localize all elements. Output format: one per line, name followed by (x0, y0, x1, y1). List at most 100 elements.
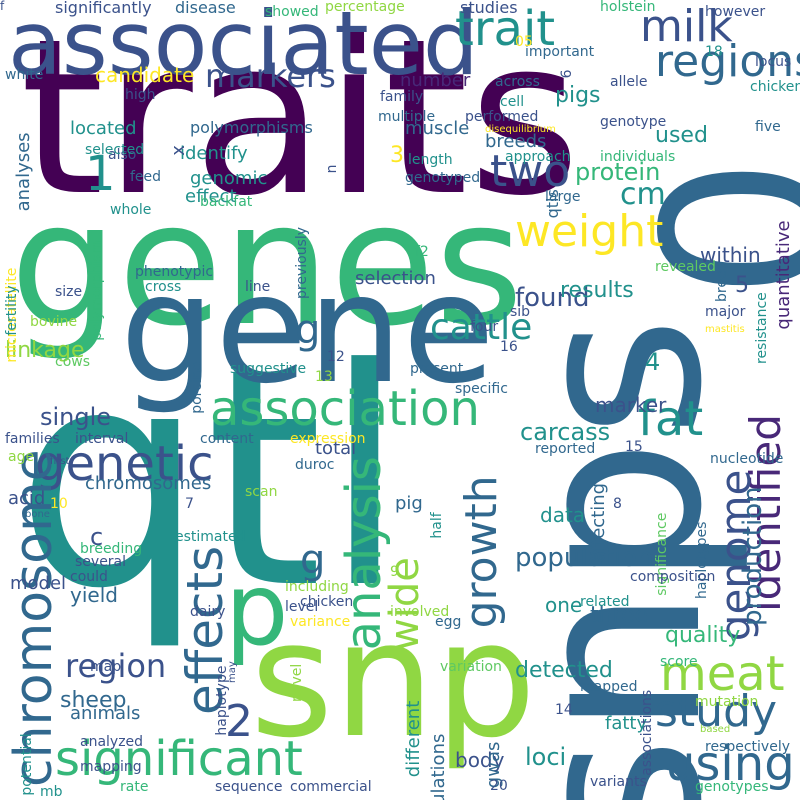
word: sequence (215, 779, 283, 795)
word: total (315, 438, 357, 459)
word: g (300, 537, 326, 583)
word: growth (456, 475, 507, 629)
word: p (225, 551, 289, 668)
word: related (580, 594, 630, 610)
word: mapping (80, 759, 142, 775)
word: families (5, 431, 60, 447)
word: affecting (588, 482, 609, 563)
word: muscle (405, 118, 470, 139)
word: 12 (327, 349, 345, 365)
word: mb (40, 784, 63, 800)
word: single (40, 403, 112, 431)
word: across (495, 74, 540, 90)
word: snp (250, 586, 537, 773)
word: protein (575, 158, 661, 186)
word: population (515, 543, 654, 573)
word: regions (655, 36, 800, 87)
word: effect (185, 186, 237, 207)
word: age (8, 449, 35, 465)
word: mutation (695, 694, 759, 710)
word: duroc (295, 457, 335, 473)
word: disequilibrium (485, 124, 556, 135)
word: four (470, 319, 499, 335)
word: percentage (325, 0, 405, 15)
word: 05 (515, 34, 533, 50)
word: genotypes (695, 779, 769, 795)
word: fat (638, 391, 704, 447)
word: model (10, 573, 67, 594)
word: line (245, 279, 271, 295)
word: nucleotide (710, 451, 784, 467)
word: c (90, 523, 104, 551)
word: genotyped (405, 170, 481, 186)
word: qtl (15, 305, 407, 654)
word: whole (110, 202, 152, 218)
word: based (700, 724, 731, 735)
word: locus (755, 54, 792, 70)
word: respectively (705, 739, 791, 755)
word: half (429, 512, 445, 539)
word: 18 (705, 44, 723, 60)
word: chickens (750, 79, 800, 95)
word: region (65, 647, 167, 685)
word: 20 (490, 778, 508, 794)
word: mastitis (705, 324, 745, 335)
word: 13 (315, 369, 333, 385)
word: chicken (300, 594, 354, 610)
word: feed (130, 169, 162, 185)
word: cross (145, 279, 182, 295)
word: may (227, 661, 238, 683)
word: important (525, 44, 595, 60)
word: results (560, 278, 634, 303)
word: fatty (605, 713, 648, 734)
word: cm (620, 177, 666, 212)
word: novel (289, 663, 305, 702)
word: cattle (430, 307, 533, 348)
word: present (410, 361, 464, 377)
word: involved (390, 604, 450, 620)
word: phenotypic (135, 264, 214, 280)
word: including (285, 579, 349, 595)
word: genetic (35, 436, 214, 492)
word: length (408, 152, 453, 168)
word: resistance (754, 292, 770, 364)
word: scan (245, 484, 278, 500)
word: porcine (189, 361, 205, 414)
word: dairy (190, 604, 226, 620)
word: selection (355, 268, 436, 289)
word: 5 (735, 273, 749, 298)
word: yield (70, 583, 118, 607)
word: variance (290, 614, 351, 630)
word: 15 (625, 439, 643, 455)
word: bovine (30, 314, 78, 330)
word: n (324, 164, 340, 174)
word: significantly (55, 0, 152, 17)
word: white (5, 67, 44, 83)
word: trait (455, 1, 556, 57)
word: 4 (645, 348, 661, 376)
word: specific (455, 381, 508, 397)
word: 10 (50, 496, 68, 512)
word: data (540, 503, 586, 527)
word: polymorphisms (190, 118, 313, 137)
word: map (90, 659, 122, 675)
word: two (490, 146, 571, 197)
word: quantitative (773, 220, 794, 330)
word: holstein (600, 0, 656, 15)
word: several (75, 554, 127, 570)
word: backfat (200, 194, 253, 210)
word: production (738, 486, 768, 626)
word: 2 (225, 696, 253, 747)
word: meat (660, 646, 785, 702)
word: estimated (175, 529, 246, 545)
word: x (168, 145, 189, 156)
word: cell (500, 94, 525, 110)
word: identify (180, 143, 248, 164)
word: commercial (290, 779, 372, 795)
word: also (108, 147, 137, 163)
word: acid (8, 488, 46, 509)
word: located (70, 118, 137, 139)
word: five (755, 119, 781, 135)
word: could (70, 569, 108, 585)
